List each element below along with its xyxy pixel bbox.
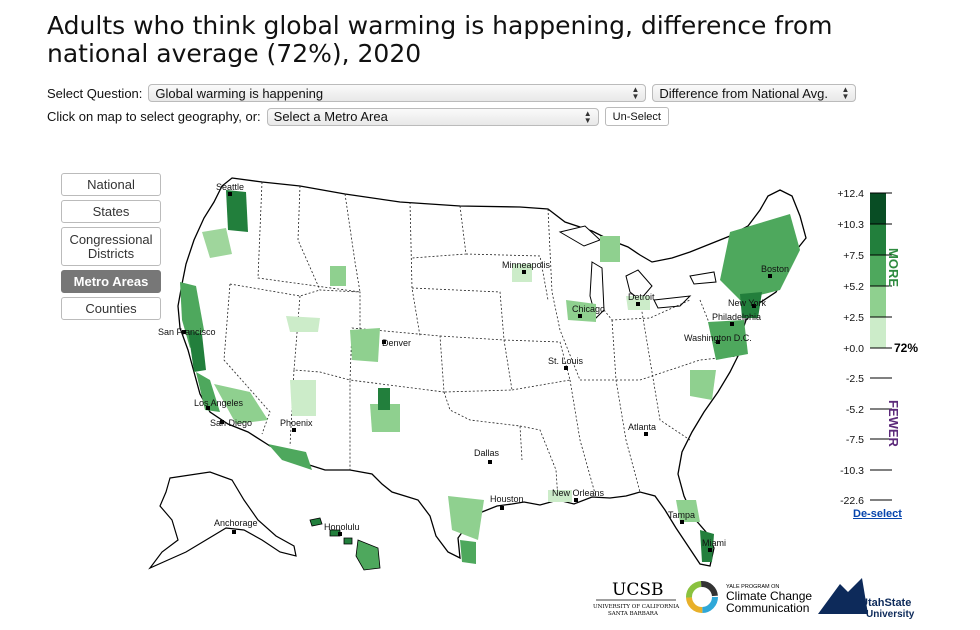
legend-tick: -22.6 (840, 495, 864, 507)
deselect-link[interactable]: De-select (853, 508, 902, 520)
alaska-map[interactable] (148, 471, 297, 570)
geo-button-metro-areas[interactable]: Metro Areas (61, 270, 161, 293)
legend-tick: +0.0 (843, 343, 864, 355)
city-label: Washington D.C. (684, 333, 752, 343)
city-label: Detroit (628, 292, 655, 302)
city-label: San Francisco (158, 327, 216, 337)
city-label: St. Louis (548, 356, 584, 366)
legend-more-label: MORE (886, 248, 901, 287)
svg-text:YALE PROGRAM ON: YALE PROGRAM ON (726, 584, 779, 590)
legend-tick: +12.4 (837, 188, 864, 200)
svg-text:UNIVERSITY OF CALIFORNIA: UNIVERSITY OF CALIFORNIA (593, 604, 680, 610)
legend-tick: -2.5 (846, 373, 864, 385)
svg-text:Communication: Communication (726, 601, 809, 615)
svg-text:UtahState: UtahState (860, 597, 911, 609)
city-label: Tampa (668, 510, 695, 520)
svg-text:Climate Change: Climate Change (726, 589, 812, 603)
select-arrows-icon: ▲ ▼ (631, 85, 640, 101)
legend-swatch (870, 255, 886, 286)
select-arrows-icon: ▲ ▼ (841, 85, 850, 101)
hawaii-map[interactable] (309, 517, 381, 571)
city-label: Boston (761, 264, 789, 274)
legend-fewer-label: FEWER (886, 400, 901, 448)
geo-button-congressional-districts[interactable]: Congressional Districts (61, 227, 161, 266)
city-label: Atlanta (628, 422, 656, 432)
city-label: Anchorage (214, 518, 258, 528)
select-arrows-icon: ▲ ▼ (583, 108, 592, 125)
city-label: Chicago (572, 304, 605, 314)
legend-swatch (870, 224, 886, 255)
legend-tick: -7.5 (846, 434, 864, 446)
unselect-button[interactable]: Un-Select (604, 107, 669, 126)
city-label: Houston (490, 494, 524, 504)
geography-row: Click on map to select geography, or: Se… (47, 107, 669, 126)
legend-tick: +7.5 (843, 250, 864, 262)
question-select[interactable]: Global warming is happening ▲ ▼ (148, 84, 647, 102)
city-label: Los Angeles (194, 398, 244, 408)
city-label: Philadelphia (712, 312, 761, 322)
mode-select[interactable]: Difference from National Avg. ▲ ▼ (652, 84, 857, 102)
legend: +12.4 +10.3 +7.5 +5.2 +2.5 +0.0 -2.5 -5.… (837, 188, 918, 507)
city-label: Miami (702, 538, 726, 548)
legend-tick: +5.2 (843, 281, 864, 293)
usu-logo: UtahState University (818, 578, 915, 620)
question-label: Select Question: (47, 85, 143, 101)
legend-tick: +10.3 (837, 219, 864, 231)
svg-text:SANTA BARBARA: SANTA BARBARA (608, 611, 659, 617)
city-label: Phoenix (280, 418, 313, 428)
metro-select[interactable]: Select a Metro Area ▲ ▼ (266, 107, 599, 126)
page-title: Adults who think global warming is happe… (47, 11, 833, 68)
question-row: Select Question: Global warming is happe… (47, 84, 857, 102)
yale-climate-logo: YALE PROGRAM ON Climate Change Communica… (686, 581, 812, 615)
svg-text:University: University (866, 609, 915, 620)
city-label: New York (728, 298, 767, 308)
legend-tick: +2.5 (843, 312, 864, 324)
city-label: Honolulu (324, 522, 360, 532)
city-labels: Seattle Minneapolis Detroit Boston Chica… (158, 182, 789, 552)
legend-tick: -10.3 (840, 465, 864, 477)
geo-button-states[interactable]: States (61, 200, 161, 223)
legend-swatch (870, 286, 886, 317)
city-label: Denver (382, 338, 411, 348)
legend-swatch (870, 317, 886, 348)
geography-label: Click on map to select geography, or: (47, 109, 261, 124)
legend-baseline-label: 72% (894, 341, 918, 355)
svg-text:UCSB: UCSB (612, 580, 663, 600)
city-label: Minneapolis (502, 260, 551, 270)
city-label: San Diego (210, 418, 252, 428)
city-label: Dallas (474, 448, 500, 458)
city-label: Seattle (216, 182, 244, 192)
metro-areas-shaded[interactable] (180, 190, 800, 564)
city-label: New Orleans (552, 488, 605, 498)
legend-tick: -5.2 (846, 404, 864, 416)
legend-swatch (870, 193, 886, 224)
geo-button-counties[interactable]: Counties (61, 297, 161, 320)
geo-button-national[interactable]: National (61, 173, 161, 196)
ucsb-logo: UCSB UNIVERSITY OF CALIFORNIA SANTA BARB… (593, 580, 680, 617)
